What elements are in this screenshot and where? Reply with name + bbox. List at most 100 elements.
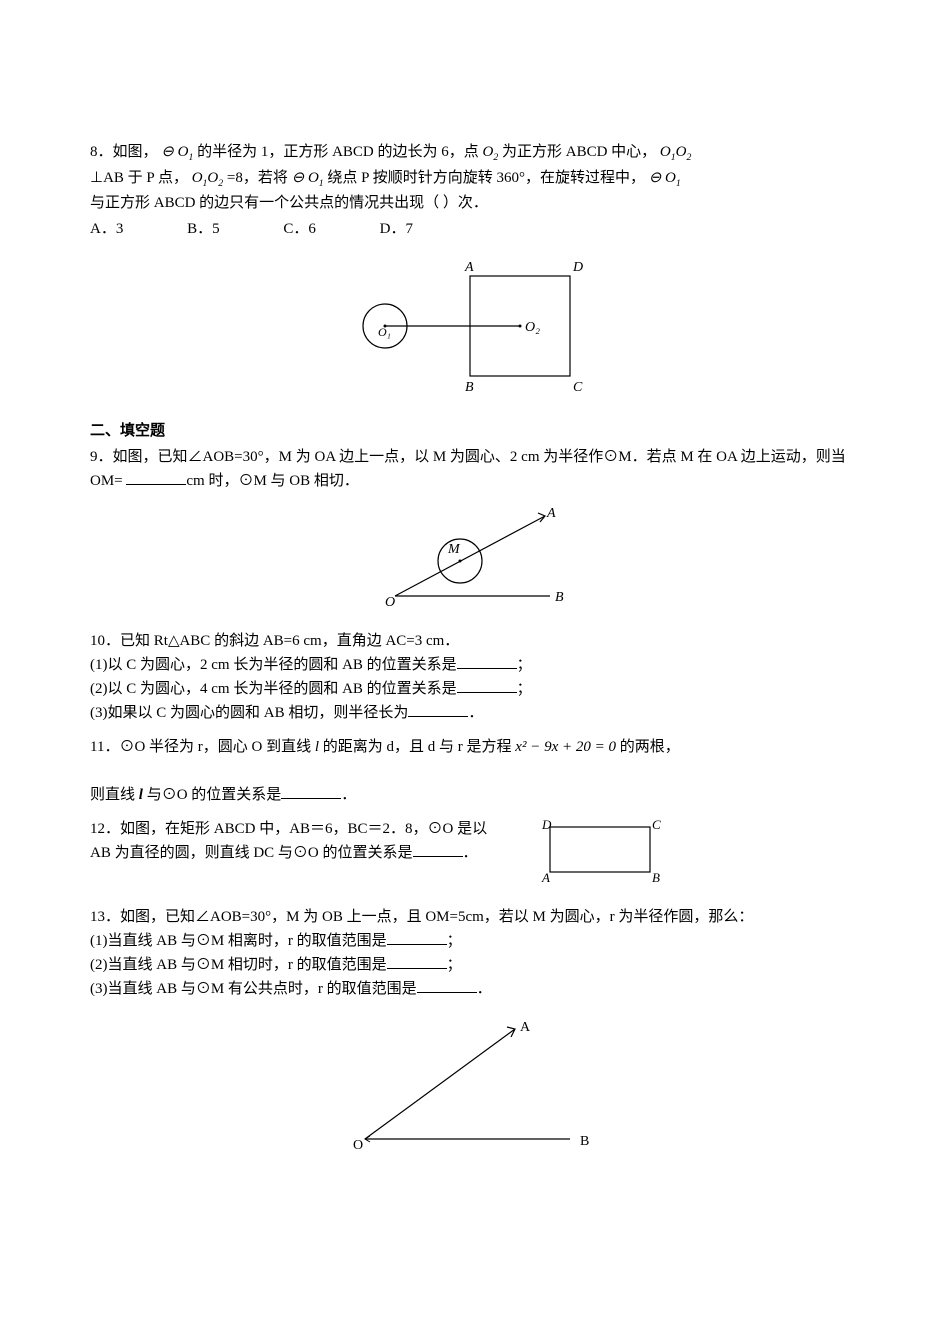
t: 的两根， bbox=[620, 739, 680, 755]
problem-11: 11．⊙O 半径为 r，圆心 O 到直线 l 的距离为 d，且 d 与 r 是方… bbox=[90, 735, 860, 807]
blank bbox=[417, 977, 477, 993]
options: A．3 B．5 C．6 D．7 bbox=[90, 217, 860, 241]
blank bbox=[126, 469, 186, 485]
circle-symbol: ⊖ bbox=[649, 170, 662, 186]
p2: (2)以 C 为圆心，4 cm 长为半径的圆和 AB 的位置关系是 bbox=[90, 681, 457, 697]
blank bbox=[387, 929, 447, 945]
blank bbox=[387, 953, 447, 969]
label-b: B bbox=[465, 380, 474, 395]
label-d: D bbox=[541, 817, 552, 832]
blank bbox=[413, 841, 463, 857]
e: ； bbox=[517, 681, 532, 697]
t: 与正方形 ABCD 的边只有一个公共点的情况共出现（ ）次． bbox=[90, 195, 488, 211]
t: 如图，已知∠AOB=30°，M 为 OB 上一点，且 OM=5cm，若以 M 为… bbox=[120, 909, 753, 925]
l: l bbox=[315, 739, 319, 755]
label-c: C bbox=[652, 817, 661, 832]
option-c: C．6 bbox=[283, 217, 316, 241]
O1: O bbox=[178, 144, 189, 160]
O1O2b: O bbox=[192, 170, 203, 186]
s: O bbox=[207, 170, 218, 186]
circle-symbol: ⊖ bbox=[292, 170, 305, 186]
label-o2: O₂ bbox=[525, 320, 540, 335]
center-o2 bbox=[519, 325, 522, 328]
figure-13: A B O bbox=[90, 1009, 860, 1167]
label-m: M bbox=[447, 542, 461, 557]
formula: x² − 9x + 20 = 0 bbox=[515, 739, 616, 755]
problem-10: 10．已知 Rt△ABC 的斜边 AB=6 cm，直角边 AC=3 cm． (1… bbox=[90, 629, 860, 725]
label-b: B bbox=[580, 1134, 589, 1149]
blank bbox=[457, 677, 517, 693]
label-b: B bbox=[652, 870, 660, 885]
ray-oa bbox=[395, 516, 545, 596]
t: ⊙O 半径为 r，圆心 O 到直线 bbox=[119, 739, 311, 755]
s: 2 bbox=[686, 152, 691, 163]
e: ； bbox=[447, 957, 462, 973]
O1b: O bbox=[308, 170, 319, 186]
t: 已知 Rt△ABC 的斜边 AB=6 cm，直角边 AC=3 cm． bbox=[120, 633, 459, 649]
O2-sub: 2 bbox=[493, 152, 498, 163]
problem-9: 9．如图，已知∠AOB=30°，M 为 OA 边上一点，以 M 为圆心、2 cm… bbox=[90, 445, 860, 619]
figure-9: A B O M bbox=[90, 501, 860, 619]
e: ． bbox=[468, 705, 483, 721]
problem-12: 12．如图，在矩形 ABCD 中，AB＝6，BC＝2．8，⊙O 是以 AB 为直… bbox=[90, 817, 860, 895]
option-b: B．5 bbox=[187, 217, 220, 241]
label-a: A bbox=[546, 506, 556, 521]
ray-oa bbox=[365, 1029, 515, 1139]
t: 如图， bbox=[113, 144, 158, 160]
p3: (3)如果以 C 为圆心的圆和 AB 相切，则半径长为 bbox=[90, 705, 408, 721]
label-o: O bbox=[385, 595, 395, 610]
label-b: B bbox=[555, 590, 564, 605]
num: 9． bbox=[90, 449, 113, 465]
t: 绕点 P 按顺时针方向旋转 360°，在旋转过程中， bbox=[327, 170, 645, 186]
O1-sub: 1 bbox=[188, 152, 193, 163]
t: cm 时，⊙M 与 OB 相切． bbox=[186, 473, 359, 489]
s: 1 bbox=[319, 178, 324, 189]
num: 11． bbox=[90, 739, 119, 755]
option-a: A．3 bbox=[90, 217, 123, 241]
label-a: A bbox=[464, 260, 474, 275]
circle-symbol: ⊖ bbox=[161, 144, 174, 160]
e: ． bbox=[341, 787, 356, 803]
section-2-heading: 二、填空题 bbox=[90, 419, 860, 443]
s: O bbox=[676, 144, 687, 160]
p3: (3)当直线 AB 与⊙M 有公共点时，r 的取值范围是 bbox=[90, 981, 417, 997]
O1O2: O bbox=[660, 144, 671, 160]
t: =8，若将 bbox=[227, 170, 288, 186]
label-o: O bbox=[353, 1138, 363, 1153]
figure-8: O₁ O₂ A D B C bbox=[90, 251, 860, 409]
rect-abcd bbox=[550, 827, 650, 872]
p1: (1)当直线 AB 与⊙M 相离时，r 的取值范围是 bbox=[90, 933, 387, 949]
label-o1: O₁ bbox=[378, 325, 391, 339]
t: 则直线 bbox=[90, 787, 139, 803]
label-a: A bbox=[541, 870, 550, 885]
blank bbox=[457, 653, 517, 669]
e: ； bbox=[517, 657, 532, 673]
e: ； bbox=[447, 933, 462, 949]
O1c: O bbox=[665, 170, 676, 186]
t: 的距离为 d，且 d 与 r 是方程 bbox=[323, 739, 512, 755]
t: 与⊙O 的位置关系是 bbox=[143, 787, 281, 803]
e: ． bbox=[463, 845, 478, 861]
problem-13: 13．如图，已知∠AOB=30°，M 为 OB 上一点，且 OM=5cm，若以 … bbox=[90, 905, 860, 1167]
s: 2 bbox=[218, 178, 223, 189]
label-a: A bbox=[520, 1020, 531, 1035]
num: 10． bbox=[90, 633, 120, 649]
problem-8: 8．如图， ⊖ O1 的半径为 1，正方形 ABCD 的边长为 6，点 O2 为… bbox=[90, 140, 860, 409]
option-d: D．7 bbox=[380, 217, 413, 241]
p1: (1)以 C 为圆心，2 cm 长为半径的圆和 AB 的位置关系是 bbox=[90, 657, 457, 673]
blank bbox=[281, 783, 341, 799]
label-d: D bbox=[572, 260, 583, 275]
center-m bbox=[459, 560, 462, 563]
blank bbox=[408, 701, 468, 717]
t: 的半径为 1，正方形 ABCD 的边长为 6，点 bbox=[197, 144, 479, 160]
figure-12: D C A B bbox=[530, 817, 670, 895]
O2: O bbox=[483, 144, 494, 160]
num: 13． bbox=[90, 909, 120, 925]
t: ⊥AB 于 P 点， bbox=[90, 170, 188, 186]
e: ． bbox=[477, 981, 492, 997]
p2: (2)当直线 AB 与⊙M 相切时，r 的取值范围是 bbox=[90, 957, 387, 973]
s: 1 bbox=[676, 178, 681, 189]
label-c: C bbox=[573, 380, 583, 395]
t: 为正方形 ABCD 中心， bbox=[502, 144, 656, 160]
num: 8． bbox=[90, 144, 113, 160]
